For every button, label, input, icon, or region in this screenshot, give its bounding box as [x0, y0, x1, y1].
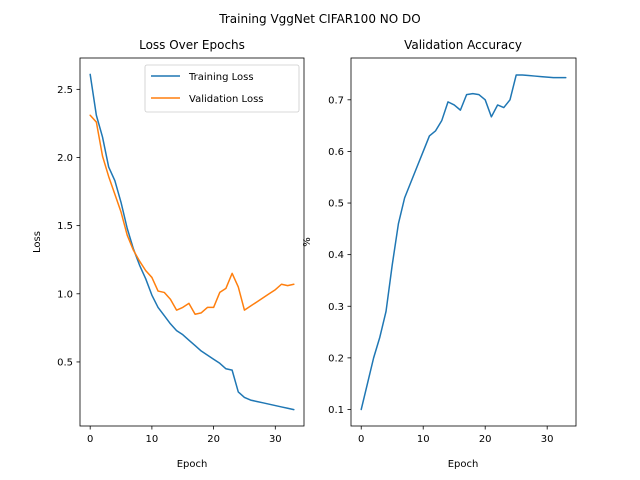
- legend-label-training-loss: Training Loss: [188, 72, 254, 83]
- accuracy-chart-title: Validation Accuracy: [404, 38, 522, 52]
- loss-legend: Training Loss Validation Loss: [144, 64, 300, 113]
- legend-frame: [144, 64, 300, 113]
- loss-y-tick-label: 0.5: [57, 357, 73, 368]
- accuracy-x-tick-label: 30: [541, 434, 554, 445]
- accuracy-y-axis-label: %: [302, 237, 313, 247]
- accuracy-plot-area: [360, 74, 567, 411]
- accuracy-y-tick-label: 0.3: [328, 302, 344, 313]
- loss-x-tick-label: 20: [207, 434, 220, 445]
- loss-x-tick-label: 10: [146, 434, 159, 445]
- accuracy-y-ticks: 0.1 0.2 0.3 0.4 0.5 0.6 0.7: [328, 95, 351, 416]
- loss-y-axis-label: Loss: [32, 231, 43, 253]
- accuracy-x-tick-label: 10: [417, 434, 430, 445]
- accuracy-y-tick-label: 0.2: [328, 353, 344, 364]
- loss-chart: Loss Over Epochs 0 10 20 30 0.5 1.0 1.5 2.0 2.5…: [32, 38, 305, 470]
- series-line-accuracy-series-0: [360, 74, 567, 411]
- loss-plot-area: [89, 73, 295, 411]
- loss-y-tick-label: 1.5: [57, 221, 73, 232]
- accuracy-x-tick-label: 20: [479, 434, 492, 445]
- loss-x-ticks: 0 10 20 30: [87, 426, 282, 445]
- loss-y-tick-label: 2.5: [57, 85, 73, 96]
- loss-y-tick-label: 1.0: [57, 289, 73, 300]
- legend-label-validation-loss: Validation Loss: [189, 94, 264, 105]
- loss-x-tick-label: 30: [269, 434, 282, 445]
- accuracy-x-ticks: 0 10 20 30: [358, 426, 554, 445]
- accuracy-y-tick-label: 0.4: [328, 250, 344, 261]
- loss-y-ticks: 0.5 1.0 1.5 2.0 2.5: [57, 85, 80, 368]
- accuracy-x-axis-label: Epoch: [448, 459, 479, 470]
- loss-y-tick-label: 2.0: [57, 153, 73, 164]
- accuracy-y-tick-label: 0.7: [328, 95, 344, 106]
- accuracy-x-tick-label: 0: [358, 434, 364, 445]
- series-line-training-loss: [89, 73, 295, 411]
- accuracy-y-tick-label: 0.6: [328, 147, 344, 158]
- loss-axes-frame: [79, 57, 305, 427]
- loss-x-tick-label: 0: [87, 434, 93, 445]
- accuracy-y-tick-label: 0.1: [328, 405, 344, 416]
- loss-x-axis-label: Epoch: [177, 459, 208, 470]
- loss-chart-title: Loss Over Epochs: [139, 38, 245, 52]
- series-line-validation-loss: [89, 114, 295, 315]
- accuracy-y-tick-label: 0.5: [328, 199, 344, 210]
- accuracy-chart: Validation Accuracy 0 10 20 30 0.1 0.2 0.3 0.4…: [302, 38, 577, 470]
- figure-title: Training VggNet CIFAR100 NO DO: [218, 12, 420, 26]
- accuracy-axes-frame: [350, 57, 577, 427]
